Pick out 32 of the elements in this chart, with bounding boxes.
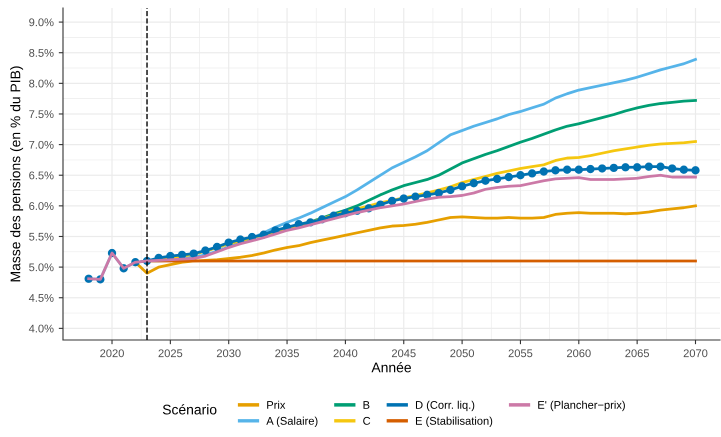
x-tick-label: 2040 bbox=[334, 349, 358, 358]
y-tick-label: 5.5% bbox=[29, 232, 54, 241]
legend-label: D (Corr. liq.) bbox=[416, 400, 474, 412]
y-tick-label: 8.0% bbox=[29, 80, 54, 88]
y-tick-label: 4.5% bbox=[28, 294, 54, 302]
legend-title: Scénario bbox=[162, 404, 216, 415]
y-axis-title: Masse des pensions (en % du PIB) bbox=[10, 66, 24, 282]
x-tick-label: 2065 bbox=[625, 349, 650, 358]
y-tick-label: 4.0% bbox=[28, 324, 54, 332]
y-tick-label: 9.0% bbox=[29, 18, 54, 26]
x-tick-label: 2020 bbox=[100, 349, 124, 358]
x-tick-label: 2035 bbox=[275, 349, 299, 358]
legend-label: C bbox=[363, 416, 370, 425]
y-tick-label: 6.5% bbox=[29, 171, 54, 180]
x-tick-label: 2025 bbox=[158, 349, 182, 358]
x-axis-title: Année bbox=[371, 362, 411, 372]
legend-label: Prix bbox=[267, 400, 286, 409]
y-tick-label: 7.0% bbox=[29, 140, 54, 149]
x-tick-label: 2030 bbox=[216, 349, 241, 358]
y-tick-label: 5.0% bbox=[29, 263, 54, 272]
x-tick-label: 2050 bbox=[450, 349, 474, 358]
x-tick-label: 2045 bbox=[392, 349, 416, 358]
y-tick-label: 8.5% bbox=[29, 48, 54, 57]
x-tick-label: 2060 bbox=[567, 349, 591, 358]
legend-label: E' (Plancher−prix) bbox=[538, 400, 625, 412]
legend-label: A (Salaire) bbox=[266, 416, 318, 427]
x-tick-label: 2055 bbox=[508, 349, 532, 358]
legend-label: B bbox=[364, 401, 370, 409]
legend-label: E (Stabilisation) bbox=[416, 416, 492, 427]
y-tick-label: 6.0% bbox=[29, 202, 54, 210]
x-tick-label: 2070 bbox=[684, 349, 708, 358]
y-tick-label: 7.5% bbox=[29, 110, 54, 118]
